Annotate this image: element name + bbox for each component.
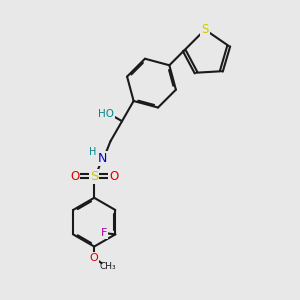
Text: H: H — [89, 147, 97, 157]
Text: O: O — [109, 169, 118, 183]
Text: O: O — [70, 169, 80, 183]
Text: HO: HO — [98, 109, 114, 119]
Text: CH₃: CH₃ — [99, 262, 116, 271]
Text: O: O — [90, 253, 99, 263]
Text: N: N — [98, 152, 107, 165]
Text: F: F — [101, 228, 107, 238]
Text: S: S — [201, 23, 209, 36]
Text: S: S — [90, 169, 98, 183]
